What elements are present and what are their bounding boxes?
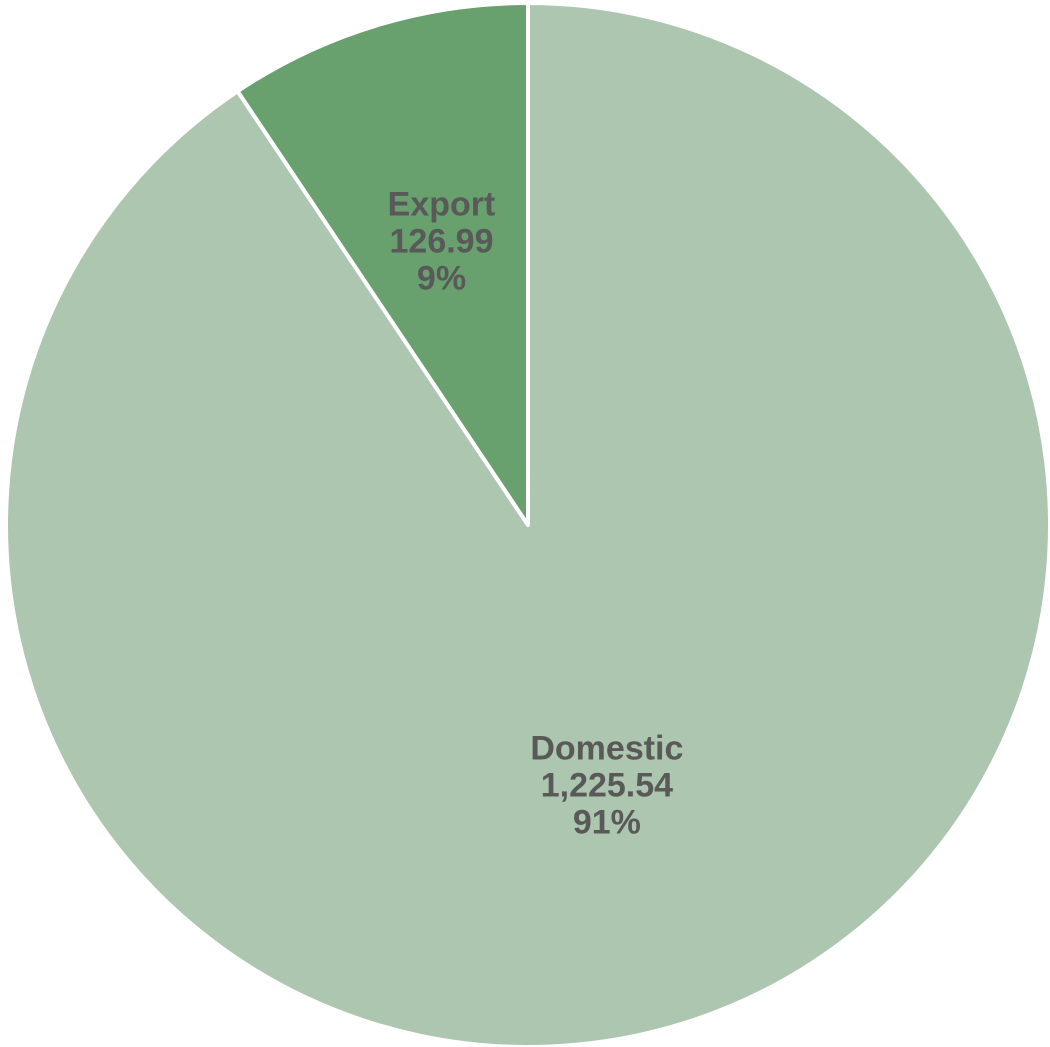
slice-value-label: 126.99 [390,222,494,260]
pie-slice-domestic [4,1,1050,1047]
slice-value-label: 1,225.54 [541,767,673,805]
pie-slice-export [235,1,530,527]
slice-category-label: Domestic [530,730,683,768]
slices-layer [4,1,1050,1047]
slice-percent-label: 9% [417,259,466,297]
slice-category-label: Export [388,185,496,223]
slice-percent-label: 91% [573,804,641,842]
